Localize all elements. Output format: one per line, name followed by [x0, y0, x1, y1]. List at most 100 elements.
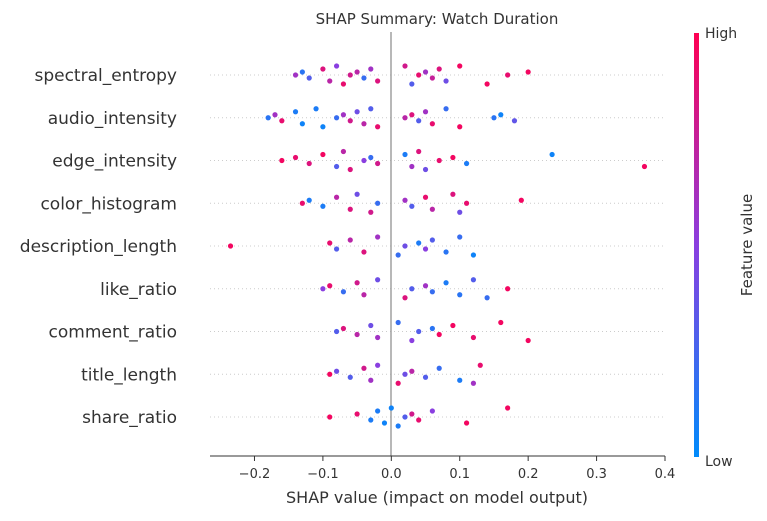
point-color-histogram — [429, 206, 435, 212]
point-comment-ratio — [395, 319, 401, 326]
point-title-length — [395, 380, 401, 386]
point-spectral-entropy — [327, 78, 333, 84]
point-comment-ratio — [409, 337, 415, 344]
point-description-length — [327, 240, 333, 246]
point-share-ratio — [327, 414, 333, 420]
point-comment-ratio — [340, 325, 347, 332]
point-audio-intensity — [422, 109, 429, 115]
point-edge-intensity — [463, 160, 470, 167]
point-audio-intensity — [409, 112, 415, 118]
point-spectral-entropy — [306, 75, 312, 81]
point-audio-intensity — [279, 118, 285, 124]
point-title-length — [402, 371, 408, 377]
point-spectral-entropy — [299, 69, 305, 75]
point-like-ratio — [422, 283, 429, 289]
point-spectral-entropy — [457, 63, 463, 69]
point-edge-intensity — [333, 163, 340, 170]
point-comment-ratio — [436, 331, 442, 338]
point-like-ratio — [443, 280, 449, 286]
point-like-ratio — [361, 292, 367, 298]
point-title-length — [436, 365, 442, 371]
point-comment-ratio — [368, 322, 374, 329]
feature-label-color-histogram: color_histogram — [40, 194, 177, 214]
point-share-ratio — [402, 414, 408, 420]
feature-label-audio-intensity: audio_intensity — [48, 109, 177, 129]
point-spectral-entropy — [422, 69, 429, 75]
colorbar-high-label: High — [705, 26, 737, 42]
point-like-ratio — [484, 295, 490, 301]
point-description-length — [361, 249, 367, 255]
point-spectral-entropy — [375, 78, 381, 84]
colorbar — [694, 33, 699, 457]
point-comment-ratio — [450, 322, 456, 329]
gridlines — [210, 74, 665, 418]
point-edge-intensity — [416, 148, 422, 155]
point-audio-intensity — [443, 106, 449, 112]
x-axis-ticks: −0.2 −0.1 0.0 0.1 0.2 0.3 0.4 — [239, 456, 676, 482]
point-spectral-entropy — [484, 81, 490, 87]
feature-labels: spectral_entropy audio_intensity edge_inte… — [20, 66, 177, 428]
point-like-ratio — [320, 286, 326, 292]
point-share-ratio — [381, 420, 388, 426]
point-edge-intensity — [450, 154, 456, 161]
point-description-length — [333, 246, 340, 252]
point-color-histogram — [457, 209, 463, 215]
point-share-ratio — [409, 411, 415, 417]
point-audio-intensity — [313, 106, 319, 112]
point-spectral-entropy — [320, 66, 326, 72]
colorbar-low-label: Low — [705, 454, 733, 470]
point-description-length — [429, 237, 435, 243]
points — [227, 63, 648, 429]
point-share-ratio — [375, 408, 381, 414]
feature-label-edge-intensity: edge_intensity — [52, 152, 177, 172]
x-tick-label: 0.2 — [518, 467, 539, 482]
point-share-ratio — [463, 420, 470, 426]
point-spectral-entropy — [436, 66, 442, 72]
point-like-ratio — [409, 286, 415, 292]
point-edge-intensity — [347, 166, 353, 173]
point-description-length — [395, 252, 401, 258]
point-audio-intensity — [361, 121, 367, 127]
point-spectral-entropy — [347, 72, 353, 78]
point-edge-intensity — [422, 166, 429, 173]
point-like-ratio — [470, 277, 477, 283]
point-comment-ratio — [525, 337, 531, 344]
point-edge-intensity — [641, 163, 648, 170]
point-color-histogram — [306, 197, 312, 203]
point-color-histogram — [375, 200, 381, 206]
point-color-histogram — [333, 194, 340, 200]
x-tick-label: 0.1 — [449, 467, 470, 482]
point-like-ratio — [505, 286, 511, 292]
point-spectral-entropy — [333, 63, 340, 69]
point-audio-intensity — [491, 115, 497, 121]
point-edge-intensity — [279, 157, 285, 164]
feature-label-share-ratio: share_ratio — [82, 408, 177, 428]
point-color-histogram — [347, 206, 353, 212]
point-color-histogram — [518, 197, 524, 203]
point-audio-intensity — [429, 121, 435, 127]
point-color-histogram — [299, 200, 305, 206]
point-spectral-entropy — [416, 72, 422, 78]
point-share-ratio — [368, 417, 374, 423]
point-comment-ratio — [375, 334, 381, 341]
point-color-histogram — [368, 209, 374, 215]
point-like-ratio — [429, 289, 435, 295]
x-tick-label: 0.4 — [655, 467, 676, 482]
point-audio-intensity — [333, 115, 340, 121]
point-description-length — [443, 249, 449, 255]
point-audio-intensity — [375, 124, 381, 130]
point-audio-intensity — [340, 112, 347, 118]
point-audio-intensity — [299, 121, 305, 127]
point-description-length — [402, 243, 408, 249]
point-edge-intensity — [368, 154, 374, 161]
point-audio-intensity — [368, 106, 374, 112]
point-title-length — [470, 380, 477, 386]
point-spectral-entropy — [429, 75, 435, 81]
point-edge-intensity — [320, 151, 326, 158]
point-color-histogram — [354, 191, 360, 197]
point-comment-ratio — [429, 325, 435, 332]
point-color-histogram — [320, 203, 326, 209]
point-color-histogram — [422, 194, 429, 200]
point-comment-ratio — [333, 328, 340, 335]
